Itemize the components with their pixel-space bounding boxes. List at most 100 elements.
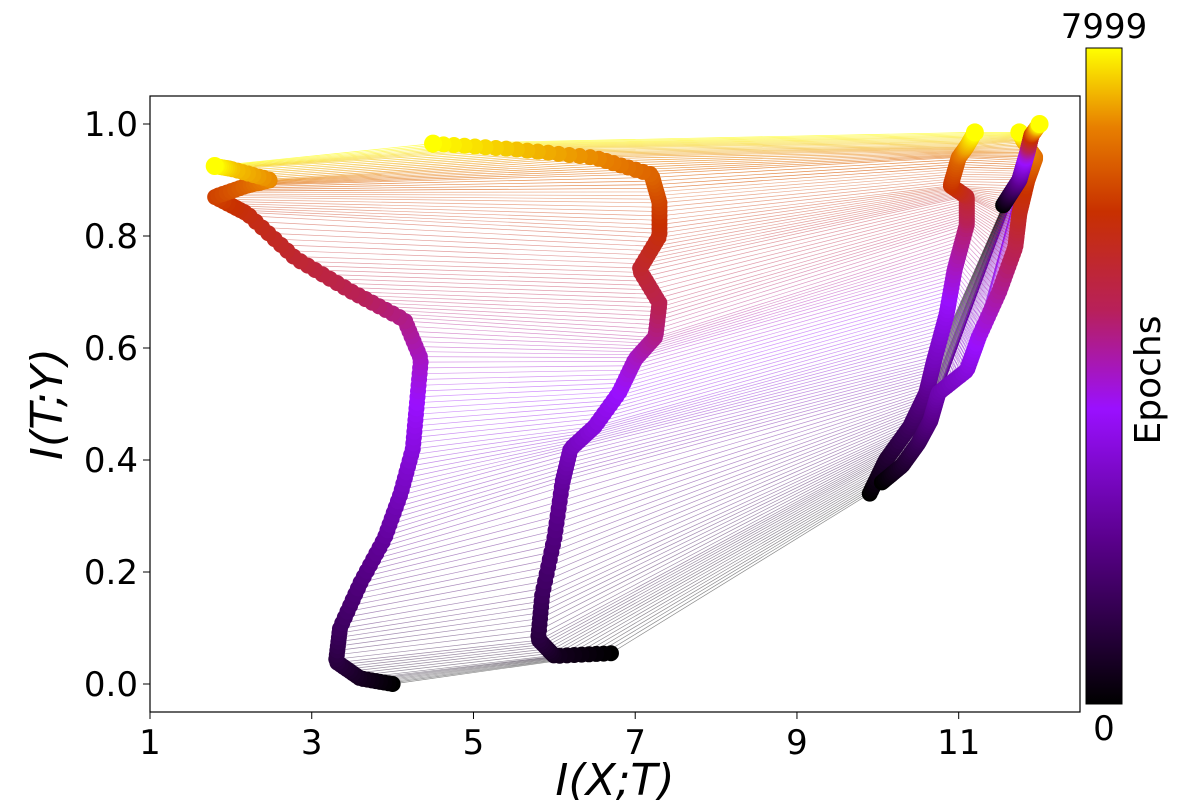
x-tick-label: 11 [937,723,980,763]
epoch-connection-line [485,138,972,148]
epoch-connection-line [231,205,660,221]
epoch-connection-line [415,400,614,415]
epoch-connection-line [260,164,621,183]
epoch-connection-line [653,161,958,182]
epoch-connection-line [363,655,560,680]
epoch-connection-line [236,207,660,225]
layer-5-point [1030,115,1049,133]
epoch-connection-line [269,158,599,181]
epoch-connection-line [274,238,649,256]
epoch-connection-line [412,426,595,450]
epoch-connection-line [262,227,654,247]
epoch-connection-line [537,144,968,153]
epoch-connection-line [407,434,586,467]
epoch-connection-line [351,291,660,304]
epoch-connection-line [218,195,659,200]
epoch-connection-line [570,359,935,451]
layer-3-point [965,123,984,142]
epoch-connection-line [344,287,657,299]
y-tick-label: 0.8 [84,217,138,257]
epoch-connection-line [339,600,542,634]
epoch-connection-line [613,152,963,164]
colorbar [1085,47,1123,705]
epoch-connection-line [346,646,546,670]
epoch-connection-line [567,365,933,460]
epoch-connection-line [358,295,659,308]
epoch-connection-line [603,317,946,414]
epoch-connection-line [393,462,568,514]
epoch-connection-line [569,147,966,156]
epoch-connection-line [399,449,571,496]
epoch-connection-line [578,348,938,442]
epoch-connection-line [541,452,892,643]
epoch-connection-line [559,388,928,502]
epoch-connection-line [293,256,641,269]
epoch-connection-line [575,352,937,445]
epoch-connection-line [395,458,569,508]
epoch-connection-line [620,153,962,166]
epoch-connection-line [621,294,951,388]
epoch-connection-line [658,189,957,239]
epoch-connection-line [627,282,953,375]
epoch-connection-line [641,259,958,353]
epoch-connection-line [372,302,658,317]
epoch-connection-line [650,192,961,252]
epoch-connection-line [443,133,975,145]
epoch-connection-line [546,417,915,575]
epoch-connection-line [657,224,967,321]
x-tick-label: 3 [301,723,323,763]
x-tick-label: 5 [463,723,485,763]
epoch-connection-line [415,346,642,353]
epoch-connection-line [230,187,656,192]
epoch-connection-line [556,397,925,524]
epoch-connection-line [551,467,883,654]
epoch-connection-line [656,228,966,326]
epoch-connection-line [966,212,1016,247]
epoch-connection-line [581,481,876,655]
epoch-connection-line [540,432,906,608]
epoch-connection-line [357,544,554,589]
epoch-connection-line [307,265,644,278]
y-tick-label: 1.0 [84,105,138,145]
epoch-connection-line [962,240,1003,284]
epoch-connection-line [659,188,956,234]
epoch-connection-line [235,184,655,191]
epoch-connection-line [966,202,1018,234]
epoch-connection-line [538,446,896,637]
epoch-connection-line [220,145,465,168]
x-axis-title: I(X;T) [555,755,674,800]
epoch-connection-line [411,336,648,347]
epoch-connection-line [250,171,643,186]
epoch-connection-line [387,476,564,531]
epoch-connection-line [336,629,540,656]
epoch-connection-line [635,155,961,171]
epoch-connection-line [654,164,957,186]
epoch-connection-line [506,140,970,150]
epoch-connection-line [658,173,954,200]
epoch-connection-line [597,325,944,423]
epoch-connection-line [287,250,643,265]
epoch-connection-line [352,559,550,601]
epoch-connection-line [543,455,890,645]
epoch-connection-line [232,149,517,170]
epoch-connection-line [359,655,554,679]
epoch-connection-line [239,180,654,189]
epoch-connection-line [216,143,444,167]
epoch-connection-line [453,134,974,146]
epoch-connection-line [255,221,656,243]
epoch-connection-line [219,198,660,208]
epoch-connection-line [966,224,1009,267]
epoch-connection-line [610,493,870,654]
epoch-connection-line [419,369,630,375]
epoch-connection-line [598,150,964,160]
epoch-connection-line [541,429,908,602]
epoch-connection-line [566,475,879,656]
epoch-connection-line [379,305,658,321]
epoch-connection-line [552,406,920,546]
trajectory-points [205,115,1049,692]
epoch-connection-line [649,247,961,344]
epoch-connection-line [579,148,966,157]
epoch-connection-line [588,336,941,433]
epoch-connection-line [244,211,660,234]
